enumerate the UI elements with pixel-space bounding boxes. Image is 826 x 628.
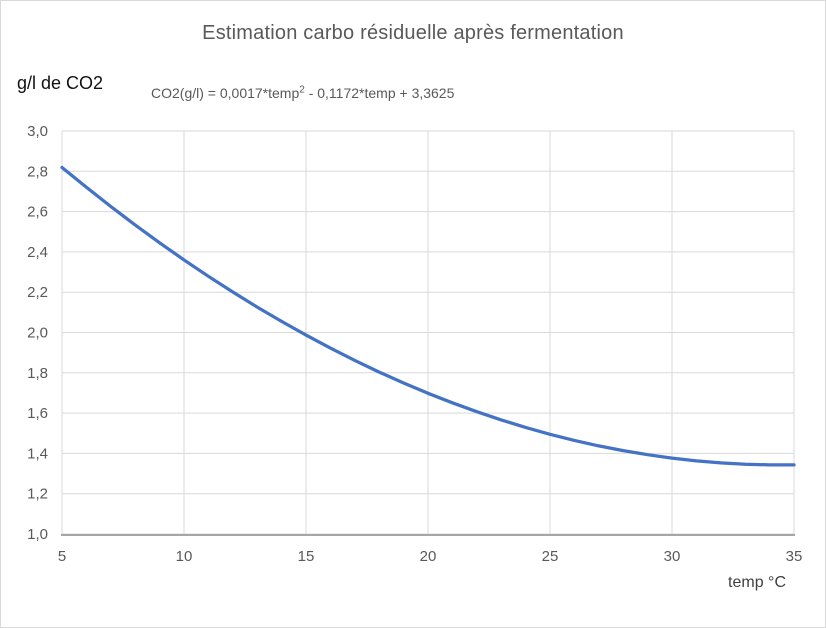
y-tick-label: 2,0: [27, 325, 48, 342]
x-tick-label: 25: [542, 548, 559, 565]
y-axis-title: g/l de CO2: [17, 73, 104, 93]
chart-title: Estimation carbo résiduelle après fermen…: [202, 22, 624, 44]
y-tick-label: 1,2: [27, 486, 48, 503]
series-line-co2: [60, 165, 796, 467]
formula-prefix: CO2(g/l) = 0,0017*temp: [151, 85, 300, 101]
x-tick-label: 5: [58, 548, 66, 565]
formula-annotation: CO2(g/l) = 0,0017*temp2 - 0,1172*temp + …: [151, 85, 454, 101]
x-axis-title: temp °C: [728, 574, 786, 591]
x-tick-label: 30: [664, 548, 681, 565]
y-tick-label: 2,6: [27, 204, 48, 221]
x-tick-label: 10: [176, 548, 193, 565]
y-tick-label: 1,6: [27, 405, 48, 422]
x-tick-label: 15: [298, 548, 315, 565]
formula-suffix: - 0,1172*temp + 3,3625: [304, 85, 455, 101]
x-tick-label: 35: [786, 548, 803, 565]
y-tick-label: 2,4: [27, 244, 48, 261]
y-tick-label: 3,0: [27, 123, 48, 140]
y-tick-label: 1,0: [27, 526, 48, 543]
y-tick-label: 2,8: [27, 163, 48, 180]
x-tick-label: 20: [420, 548, 437, 565]
y-tick-label: 2,2: [27, 284, 48, 301]
formula-superscript: 2: [299, 84, 305, 96]
y-tick-label: 1,4: [27, 445, 48, 462]
y-tick-label: 1,8: [27, 365, 48, 382]
